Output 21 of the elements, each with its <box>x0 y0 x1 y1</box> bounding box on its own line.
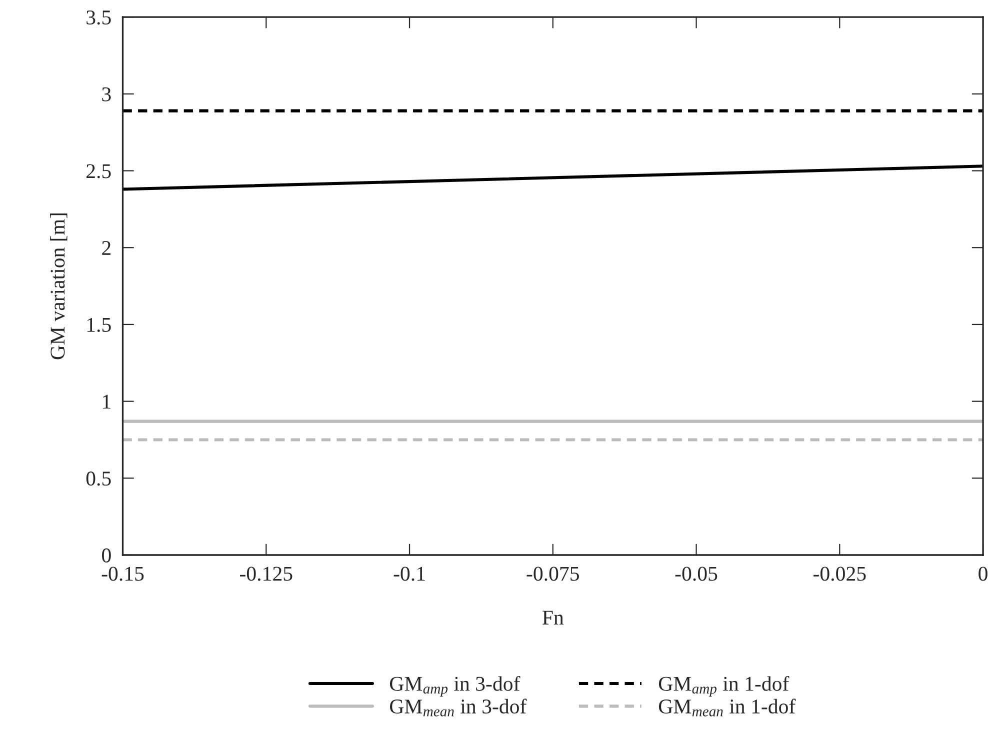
y-tick-label: 2 <box>102 241 110 255</box>
x-tick-label: -0.05 <box>675 566 718 581</box>
y-axis-title: GM variation [m] <box>50 214 68 360</box>
y-tick-label: 3.5 <box>86 10 111 25</box>
x-axis-title: Fn <box>542 610 564 624</box>
y-tick-label: 3 <box>102 87 111 102</box>
x-tick-label: -0.075 <box>526 566 579 581</box>
y-tick-label: 2.5 <box>86 164 111 178</box>
legend-label: GM$_{mean}$ in 3-dof <box>390 698 527 716</box>
legend-label: GM$_{mean}$ in 1-dof <box>658 698 796 716</box>
y-tick-label: 1 <box>103 394 110 409</box>
legend-label: GM$_{amp}$ in 1-dof <box>658 676 790 697</box>
x-tick-label: -0.15 <box>102 566 144 581</box>
y-tick-label: 1.5 <box>87 318 111 332</box>
y-tick-label: 0.5 <box>86 472 111 486</box>
legend-label: GM$_{amp}$ in 3-dof <box>390 676 520 697</box>
x-tick-label: -0.125 <box>240 566 292 581</box>
x-tick-label: 0 <box>978 566 988 581</box>
y-tick-label: 0 <box>102 548 111 562</box>
x-tick-label: -0.025 <box>814 566 866 581</box>
x-tick-label: -0.1 <box>394 566 425 581</box>
